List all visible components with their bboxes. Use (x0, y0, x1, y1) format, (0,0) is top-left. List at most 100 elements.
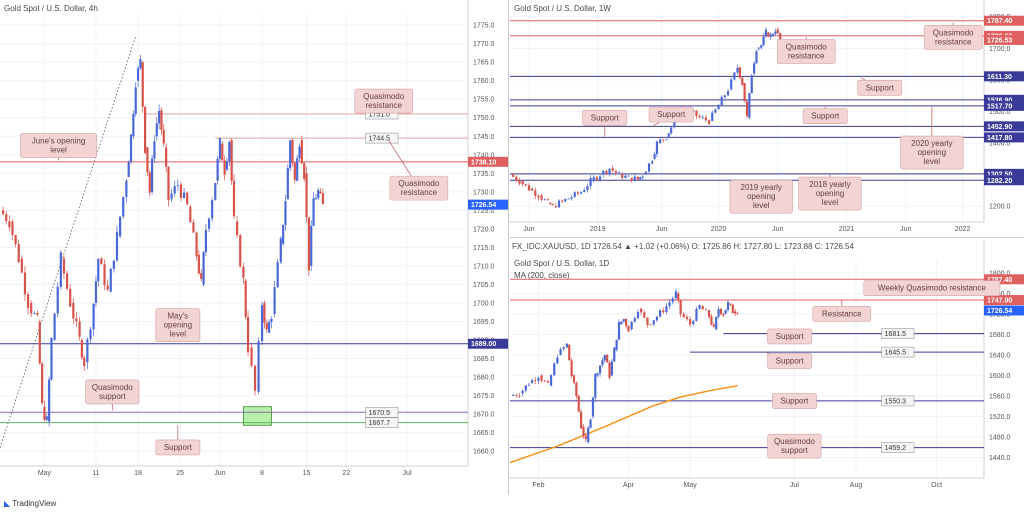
price-tag (984, 121, 1024, 132)
callout-box (812, 306, 872, 322)
candle-body (652, 320, 655, 325)
price-tick-label: 1705.0 (473, 282, 495, 289)
candle-body (726, 91, 730, 96)
candle-body (48, 379, 51, 422)
candle-body (132, 113, 135, 137)
candle-body (141, 62, 144, 107)
candle-body (731, 304, 734, 314)
callout-box (798, 176, 862, 211)
callout-box (354, 88, 414, 114)
candle-body (521, 390, 524, 394)
candle-body (764, 29, 768, 37)
candle-body (165, 147, 168, 167)
candle-body (195, 232, 198, 257)
candle-body (568, 344, 571, 361)
callout-label: 2019 yearly (741, 183, 782, 192)
trendline (0, 36, 137, 448)
price-tick-label: 1660.0 (473, 449, 495, 456)
candle-body (750, 75, 753, 94)
chart-1w-canvas: 1200.01300.01400.01500.01600.01700.01800… (510, 0, 1024, 233)
callout-box (776, 39, 836, 64)
candle-body (729, 303, 732, 305)
candle-body (197, 254, 200, 274)
callout-label: level (50, 146, 67, 155)
candle-body (515, 176, 518, 181)
candle-body (692, 321, 695, 325)
price-tick-label: 1680.0 (989, 332, 1011, 339)
callout-label: Support (780, 397, 809, 406)
candle-body (225, 161, 229, 170)
candle-body (204, 230, 208, 253)
candle-body (598, 176, 602, 180)
price-tick-label: 1770.0 (473, 41, 495, 48)
candle-body (655, 316, 659, 321)
time-tick-label: 25 (176, 470, 184, 477)
candle-body (655, 141, 659, 155)
chart-pane-1w[interactable]: 1200.01300.01400.01500.01600.01700.01800… (510, 0, 1024, 238)
time-tick-label: Feb (532, 482, 544, 489)
price-tick-label: 1640.0 (989, 352, 1011, 359)
candle-body (56, 286, 59, 314)
price-tick-label: 1440.0 (989, 455, 1011, 462)
candle-body (575, 382, 578, 396)
callout-label: Quasimodo (933, 28, 974, 37)
candle-body (774, 31, 777, 34)
candle-body (80, 340, 83, 358)
callout-label: level (924, 157, 941, 166)
price-tick-label: 1760.0 (473, 78, 495, 85)
candle-body (614, 170, 617, 173)
time-tick-label: 18 (134, 470, 142, 477)
candle-body (644, 171, 647, 175)
candle-body (216, 158, 219, 181)
time-tick-label: 8 (260, 470, 264, 477)
candle-body (136, 68, 140, 81)
candle-body (50, 337, 53, 380)
price-tag-label: 1738.10 (471, 159, 496, 166)
candle-body (757, 47, 760, 49)
chart-pane-1d[interactable]: 1440.0 1480.0 1520.0 1560.0 1600.0 1640.0 1680… (510, 240, 1024, 495)
price-tick-label: 1670.0 (473, 412, 495, 419)
candle-body (286, 168, 289, 200)
tradingview-logo[interactable]: ◣ TradingView (4, 499, 56, 508)
candle-body (173, 185, 176, 194)
time-tick-label: Aug (850, 482, 863, 489)
candle-body (317, 190, 320, 199)
candle-body (776, 29, 779, 34)
candle-body (125, 180, 128, 197)
candle-body (239, 235, 242, 267)
level-tag-label: 1645.5 (885, 350, 907, 357)
candle-body (695, 110, 698, 117)
candle-body (242, 266, 245, 278)
price-tick-label: 1700.0 (473, 300, 495, 307)
callout-label: opening (918, 148, 946, 157)
candle-body (627, 175, 630, 177)
candle-body (310, 225, 313, 266)
candle-body (557, 200, 561, 208)
candle-body (549, 375, 553, 386)
candle-body (268, 321, 271, 333)
candle-body (598, 365, 602, 374)
candle-body (236, 221, 239, 236)
candle-body (701, 306, 704, 310)
candle-body (755, 51, 758, 64)
candle-body (695, 308, 698, 322)
candle-body (300, 139, 303, 164)
price-tag-label: 1726.54 (987, 308, 1012, 315)
candle-body (186, 192, 189, 205)
candle-body (41, 363, 44, 404)
candle-body (743, 83, 746, 102)
candle-body (636, 311, 640, 319)
candle-body (148, 172, 151, 193)
callout-label: Quasimodo (786, 42, 827, 51)
candle-body (668, 302, 671, 307)
level-tag (881, 346, 915, 358)
candle-body (540, 375, 543, 381)
candle-body (83, 357, 86, 367)
candle-body (36, 313, 39, 315)
candle-body (567, 198, 570, 200)
chart-pane-4h[interactable]: 1660.01665.01670.01675.01680.01685.01690… (0, 0, 509, 495)
price-tag-label: 1536.90 (987, 97, 1012, 104)
level-tag-label: 1681.5 (885, 331, 907, 338)
callout-box (85, 379, 140, 405)
candle-body (556, 357, 559, 364)
